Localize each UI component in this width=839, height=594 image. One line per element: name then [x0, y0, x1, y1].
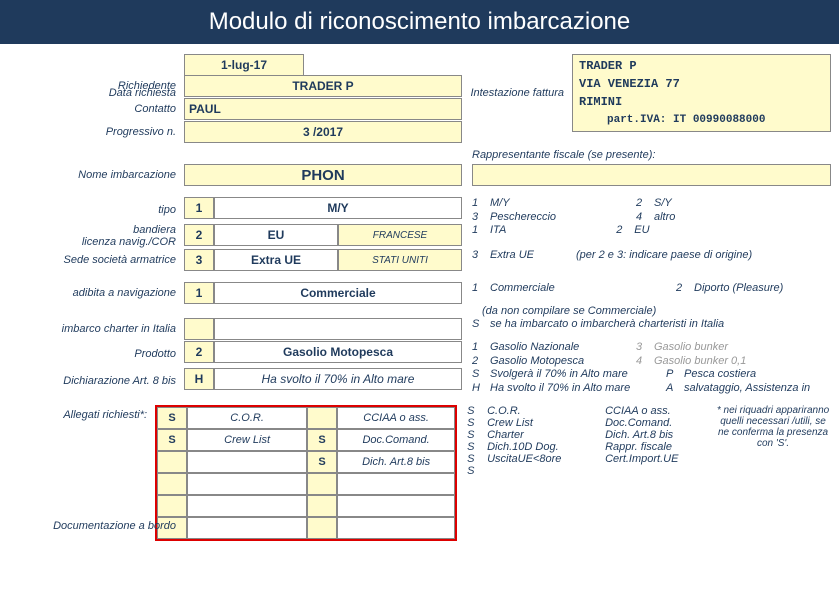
attach-row	[157, 495, 455, 517]
attach-row	[157, 473, 455, 495]
attach-s1[interactable]: S	[157, 407, 187, 429]
attach-t2	[337, 495, 455, 517]
field-tipo-n[interactable]: 1	[184, 197, 214, 219]
label-charter: imbarco charter in Italia	[8, 318, 184, 340]
attach-grid: SC.O.R.CCIAA o ass.SCrew ListSDoc.Comand…	[155, 405, 457, 541]
opts-bandiera: 1ITA 2EU	[472, 224, 831, 248]
attach-s2[interactable]	[307, 407, 337, 429]
fattura-l3: RIMINI	[579, 93, 824, 111]
label-allegati: Allegati richiesti*:	[8, 405, 155, 421]
attach-t1	[187, 495, 307, 517]
attach-s1[interactable]	[157, 451, 187, 473]
field-bandiera-p[interactable]: FRANCESE	[338, 224, 462, 246]
opts-adibita: 1Commerciale 2Diporto (Pleasure)	[472, 282, 831, 304]
field-charter-v	[214, 318, 462, 340]
field-adibita-n[interactable]: 1	[184, 282, 214, 304]
attach-s1[interactable]	[157, 473, 187, 495]
opts-sede: 3Extra UE (per 2 e 3: indicare paese di …	[472, 249, 831, 271]
field-tipo-v: M/Y	[214, 197, 462, 219]
page-body: Data richiesta 1-lug-17 Intestazione fat…	[0, 44, 839, 543]
attach-opt-line: S	[467, 465, 715, 477]
page-title: Modulo di riconoscimento imbarcazione	[0, 0, 839, 44]
attach-row: SC.O.R. CCIAA o ass.	[157, 407, 455, 429]
label-nome: Nome imbarcazione	[8, 164, 184, 186]
label-rappresentante: Rappresentante fiscale (se presente):	[472, 149, 831, 161]
opts-art8: SSvolgerà il 70% in Alto mare HHa svolto…	[472, 368, 831, 394]
label-tipo: tipo	[8, 197, 184, 223]
fattura-piva: part.IVA: IT 00990088000	[579, 111, 824, 129]
attach-options: SC.O.R.CCIAA o ass.SCrew ListDoc.Comand.…	[467, 405, 715, 477]
label-progressivo: Progressivo n.	[8, 121, 184, 143]
fattura-box[interactable]: TRADER P VIA VENEZIA 77 RIMINI part.IVA:…	[572, 54, 831, 132]
field-adibita-v: Commerciale	[214, 282, 462, 304]
attach-opt-line: SDich.10D Dog.Rappr. fiscale	[467, 441, 715, 453]
field-prodotto-v: Gasolio Motopesca	[214, 341, 462, 363]
attach-s2[interactable]: S	[307, 429, 337, 451]
attach-t2: Doc.Comand.	[337, 429, 455, 451]
label-docbordo: Documentazione a bordo	[8, 520, 184, 532]
attach-row: SCrew ListSDoc.Comand.	[157, 429, 455, 451]
field-sede-n[interactable]: 3	[184, 249, 214, 271]
attach-t1	[187, 517, 307, 539]
field-sede-p[interactable]: STATI UNITI	[338, 249, 462, 271]
opts-prodotto: 1Gasolio Nazionale 2Gasolio Motopesca 3G…	[472, 341, 831, 367]
attach-t1: C.O.R.	[187, 407, 307, 429]
opts-charter: S se ha imbarcato o imbarcherà charteris…	[472, 318, 831, 340]
attach-opt-line: SC.O.R.CCIAA o ass.	[467, 405, 715, 417]
field-sede-v: Extra UE	[214, 249, 338, 271]
attach-s2[interactable]	[307, 495, 337, 517]
label-adibita: adibita a navigazione	[8, 282, 184, 304]
attach-t2	[337, 517, 455, 539]
attach-opt-line: SCrew ListDoc.Comand.	[467, 417, 715, 429]
field-richiedente[interactable]: TRADER P	[184, 75, 462, 97]
attach-note: * nei riquadri appariranno quelli necess…	[715, 405, 831, 449]
field-art8-n[interactable]: H	[184, 368, 214, 390]
noncomp-note: (da non compilare se Commerciale)	[482, 305, 831, 317]
attach-s2[interactable]	[307, 473, 337, 495]
field-art8-v: Ha svolto il 70% in Alto mare	[214, 368, 462, 390]
attach-row	[157, 517, 455, 539]
attach-opt-line: SUscitaUE<8oreCert.Import.UE	[467, 453, 715, 465]
attach-s1[interactable]: S	[157, 429, 187, 451]
field-progressivo[interactable]: 3 /2017	[184, 121, 462, 143]
field-charter-n[interactable]	[184, 318, 214, 340]
attach-row: SDich. Art.8 bis	[157, 451, 455, 473]
label-contatto: Contatto	[8, 98, 184, 120]
fattura-l2: VIA VENEZIA 77	[579, 75, 824, 93]
attach-t1	[187, 451, 307, 473]
attach-s1[interactable]	[157, 495, 187, 517]
attach-t1: Crew List	[187, 429, 307, 451]
label-intestazione: Intestazione fattura	[462, 54, 572, 132]
field-bandiera-n[interactable]: 2	[184, 224, 214, 246]
label-prodotto: Prodotto	[8, 341, 184, 367]
fattura-l1: TRADER P	[579, 57, 824, 75]
attach-t2	[337, 473, 455, 495]
field-bandiera-v: EU	[214, 224, 338, 246]
attach-s2[interactable]: S	[307, 451, 337, 473]
field-prodotto-n[interactable]: 2	[184, 341, 214, 363]
field-data[interactable]: 1-lug-17	[184, 54, 304, 76]
label-bandiera: bandieralicenza navig./COR	[8, 224, 184, 248]
field-nome[interactable]: PHON	[184, 164, 462, 186]
field-rappresentante[interactable]	[472, 164, 831, 186]
label-art8: Dichiarazione Art. 8 bis	[8, 368, 184, 394]
label-richiedente: Richiedente	[8, 75, 184, 97]
opts-tipo: 1M/Y 3Peschereccio 2S/Y 4altro	[472, 197, 831, 223]
label-sede: Sede società armatrice	[8, 249, 184, 271]
attach-opt-line: SCharterDich. Art.8 bis	[467, 429, 715, 441]
attach-t1	[187, 473, 307, 495]
attach-s2[interactable]	[307, 517, 337, 539]
attach-t2: CCIAA o ass.	[337, 407, 455, 429]
attach-t2: Dich. Art.8 bis	[337, 451, 455, 473]
field-contatto[interactable]: PAUL	[184, 98, 462, 120]
